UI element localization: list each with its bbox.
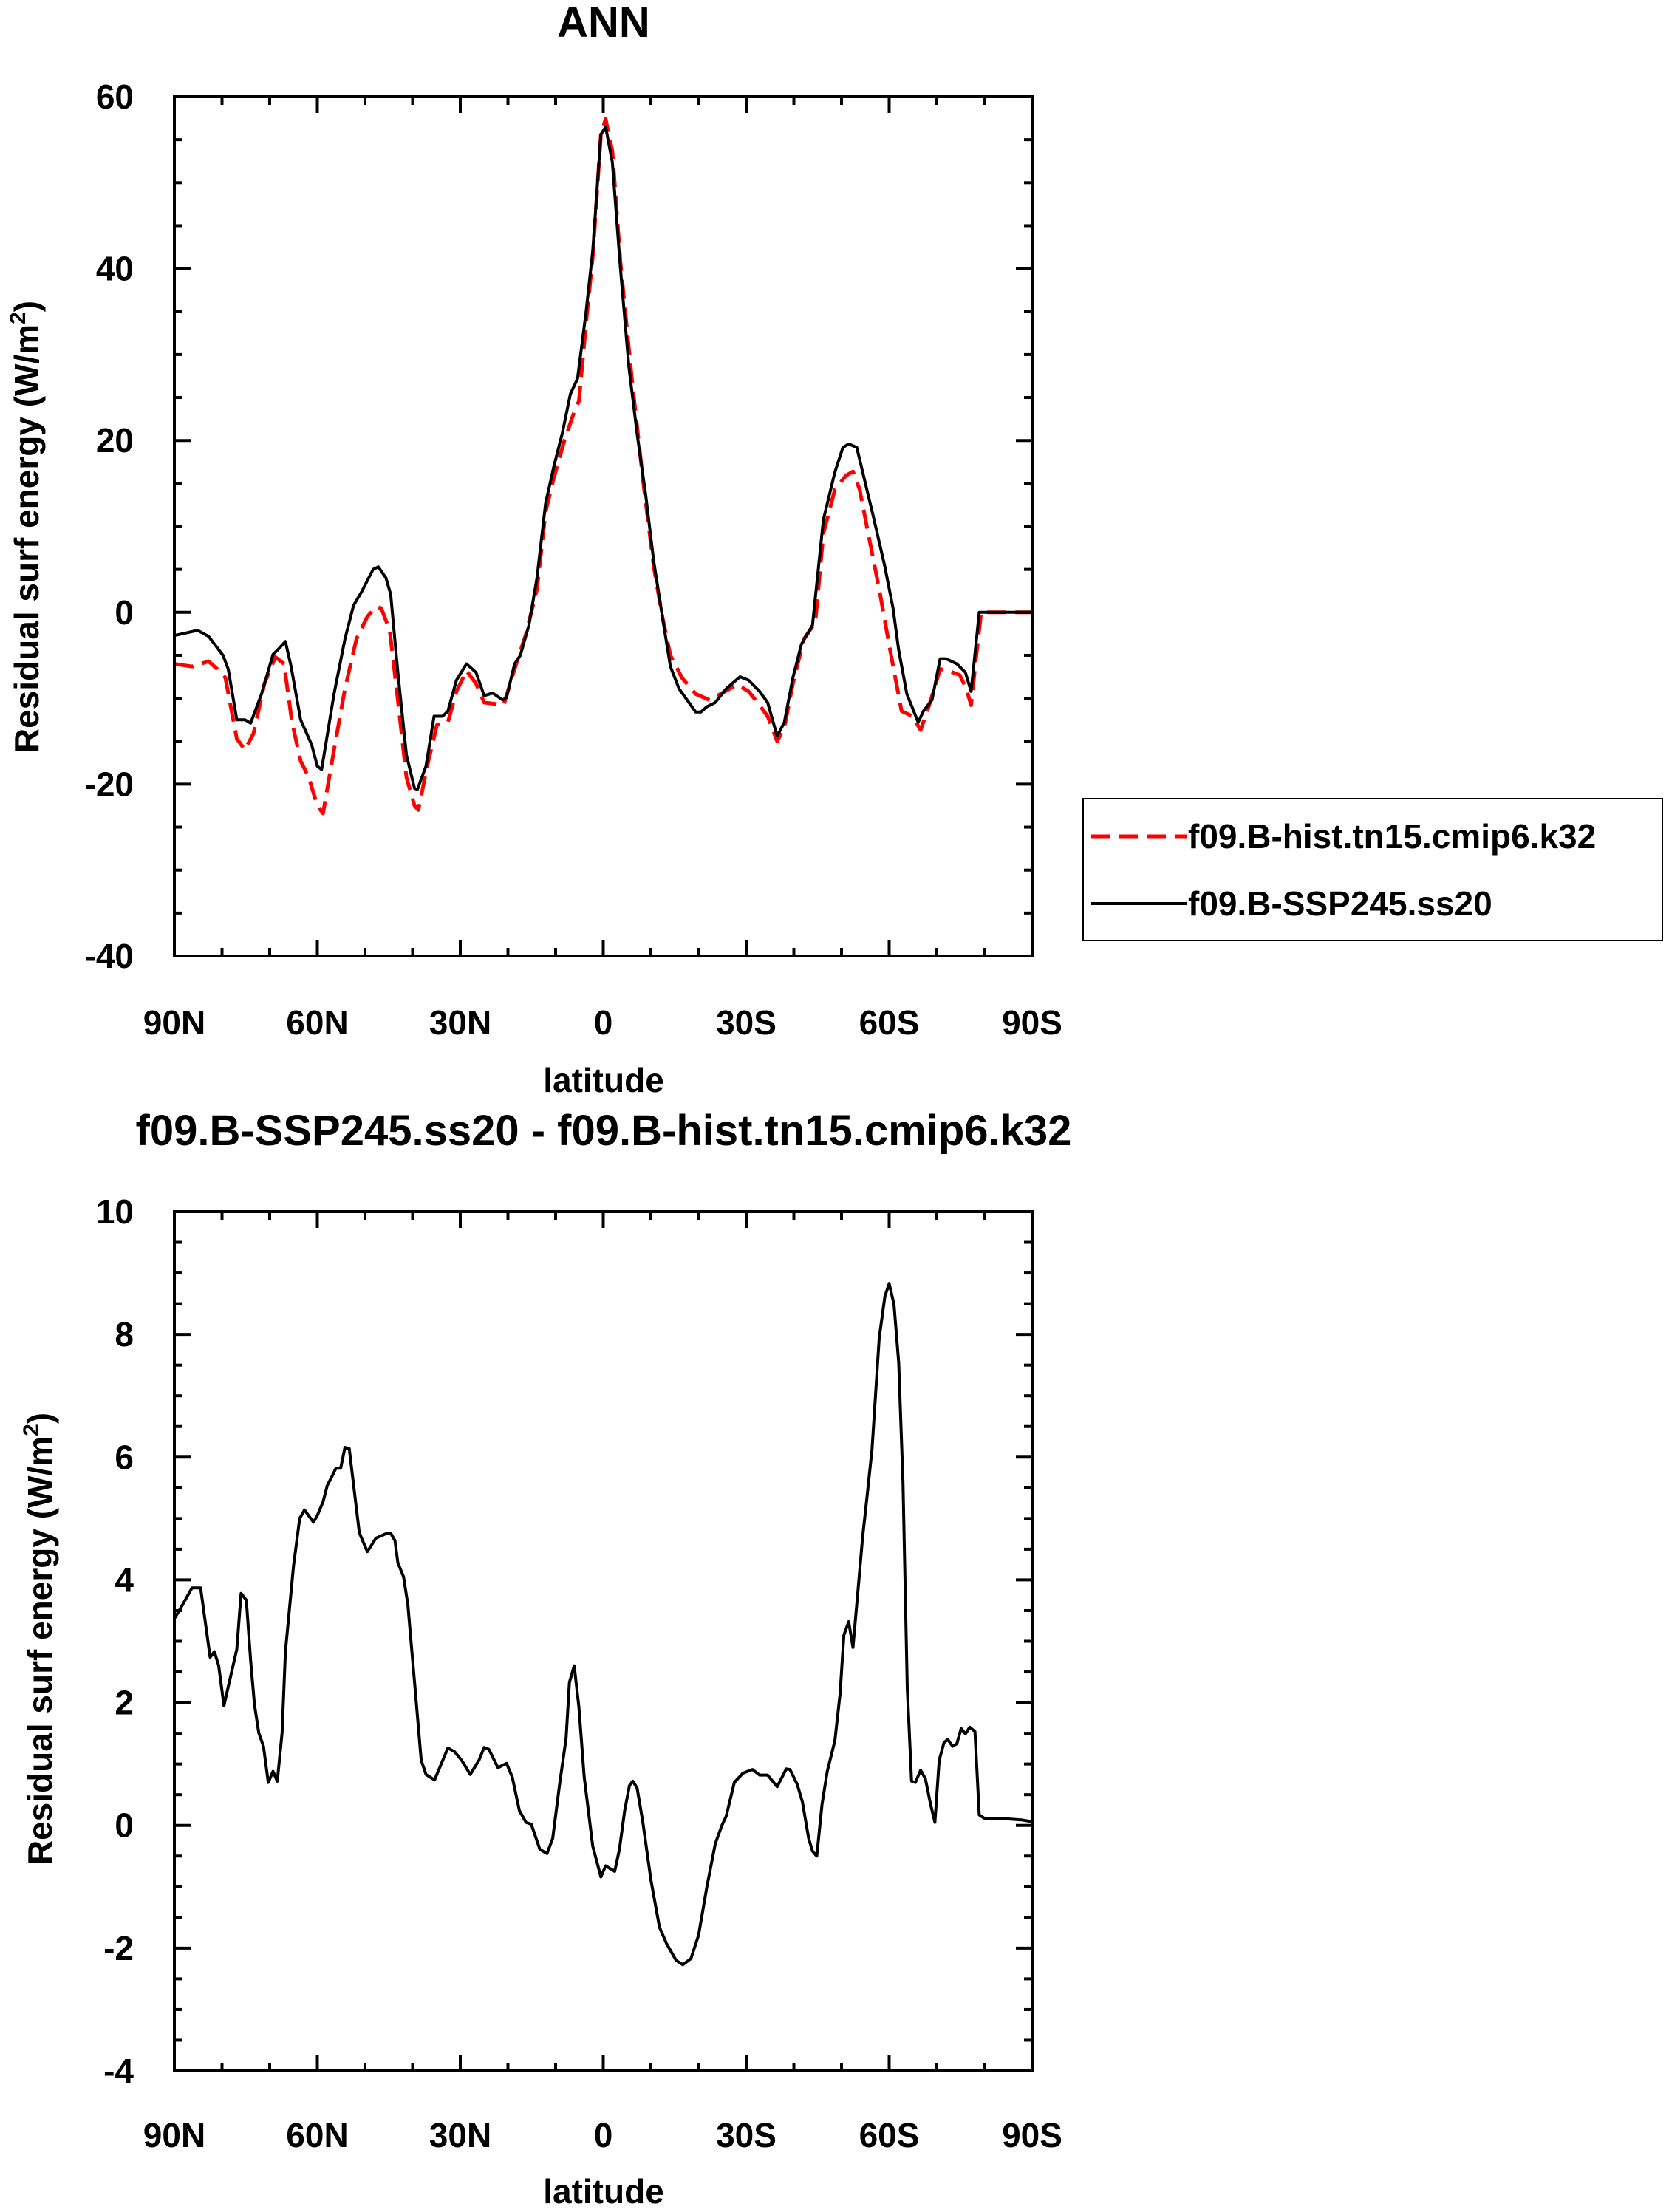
x-tick-label: 30S xyxy=(716,1003,777,1042)
plot-frame xyxy=(173,1210,1034,2072)
legend-label-hist: f09.B-hist.tn15.cmip6.k32 xyxy=(1188,817,1596,856)
x-tick-label: 60S xyxy=(859,1003,920,1042)
x-tick-label: 90N xyxy=(143,1003,205,1042)
y-tick-label: 20 xyxy=(96,421,134,460)
y-tick-label: 40 xyxy=(96,250,134,288)
y-axis-title-suffix: ) xyxy=(7,301,46,312)
y-tick-label: -40 xyxy=(85,937,134,975)
x-tick-label: 0 xyxy=(594,2116,613,2154)
series-line-f09-b-ssp245-ss20 xyxy=(174,125,1032,791)
y-tick-label: 10 xyxy=(96,1192,134,1231)
chart-title: ANN xyxy=(557,0,650,47)
y-axis-title-superscript: 2 xyxy=(19,1424,44,1436)
x-tick-label: 30S xyxy=(716,2116,777,2154)
x-tick-label: 30N xyxy=(429,2116,491,2154)
x-tick-label: 90S xyxy=(1002,2116,1062,2154)
y-tick-label: 0 xyxy=(115,1806,134,1845)
top-panel-annual: ANN latitude Residual surf energy (W/m2)… xyxy=(6,0,1062,1099)
x-tick-label: 60S xyxy=(859,2116,920,2154)
x-tick-label: 90N xyxy=(143,2116,205,2154)
y-axis-title: Residual surf energy (W/m2) xyxy=(19,1413,59,1865)
x-tick-label: 60N xyxy=(286,1003,348,1042)
legend-label-ssp245: f09.B-SSP245.ss20 xyxy=(1188,884,1492,923)
series-line-difference xyxy=(173,1282,1033,1967)
x-tick-label: 90S xyxy=(1002,1003,1062,1042)
y-tick-label: 8 xyxy=(115,1315,134,1354)
y-tick-label: 6 xyxy=(115,1438,134,1476)
y-tick-label: -2 xyxy=(103,1929,134,1967)
y-axis-title: Residual surf energy (W/m2) xyxy=(6,301,46,753)
y-tick-label: -4 xyxy=(103,2052,134,2090)
x-tick-label: 30N xyxy=(429,1003,491,1042)
x-tick-label: 0 xyxy=(594,1003,613,1042)
y-tick-label: 0 xyxy=(115,593,134,632)
y-tick-label: 4 xyxy=(115,1560,134,1599)
y-tick-label: 60 xyxy=(96,78,134,116)
y-axis-title-suffix: ) xyxy=(21,1413,59,1424)
y-axis-title-superscript: 2 xyxy=(6,312,30,324)
legend: f09.B-hist.tn15.cmip6.k32 f09.B-SSP245.s… xyxy=(1082,798,1663,941)
plot-frame xyxy=(173,95,1034,957)
legend-box xyxy=(1082,798,1663,941)
y-axis-title-text: Residual surf energy (W/m xyxy=(7,324,46,753)
chart-title: f09.B-SSP245.ss20 - f09.B-hist.tn15.cmip… xyxy=(136,1107,1072,1155)
y-tick-label: -20 xyxy=(85,765,134,803)
x-tick-label: 60N xyxy=(286,2116,348,2154)
series-line-f09-b-hist-tn15-cmip6-k32 xyxy=(174,117,1032,816)
y-axis-title-text: Residual surf energy (W/m xyxy=(21,1436,59,1865)
y-tick-label: 2 xyxy=(115,1684,134,1722)
x-axis-title: latitude xyxy=(543,1061,664,1099)
x-axis-title: latitude xyxy=(543,2172,664,2211)
bottom-panel-difference: f09.B-SSP245.ss20 - f09.B-hist.tn15.cmip… xyxy=(19,1107,1071,2211)
